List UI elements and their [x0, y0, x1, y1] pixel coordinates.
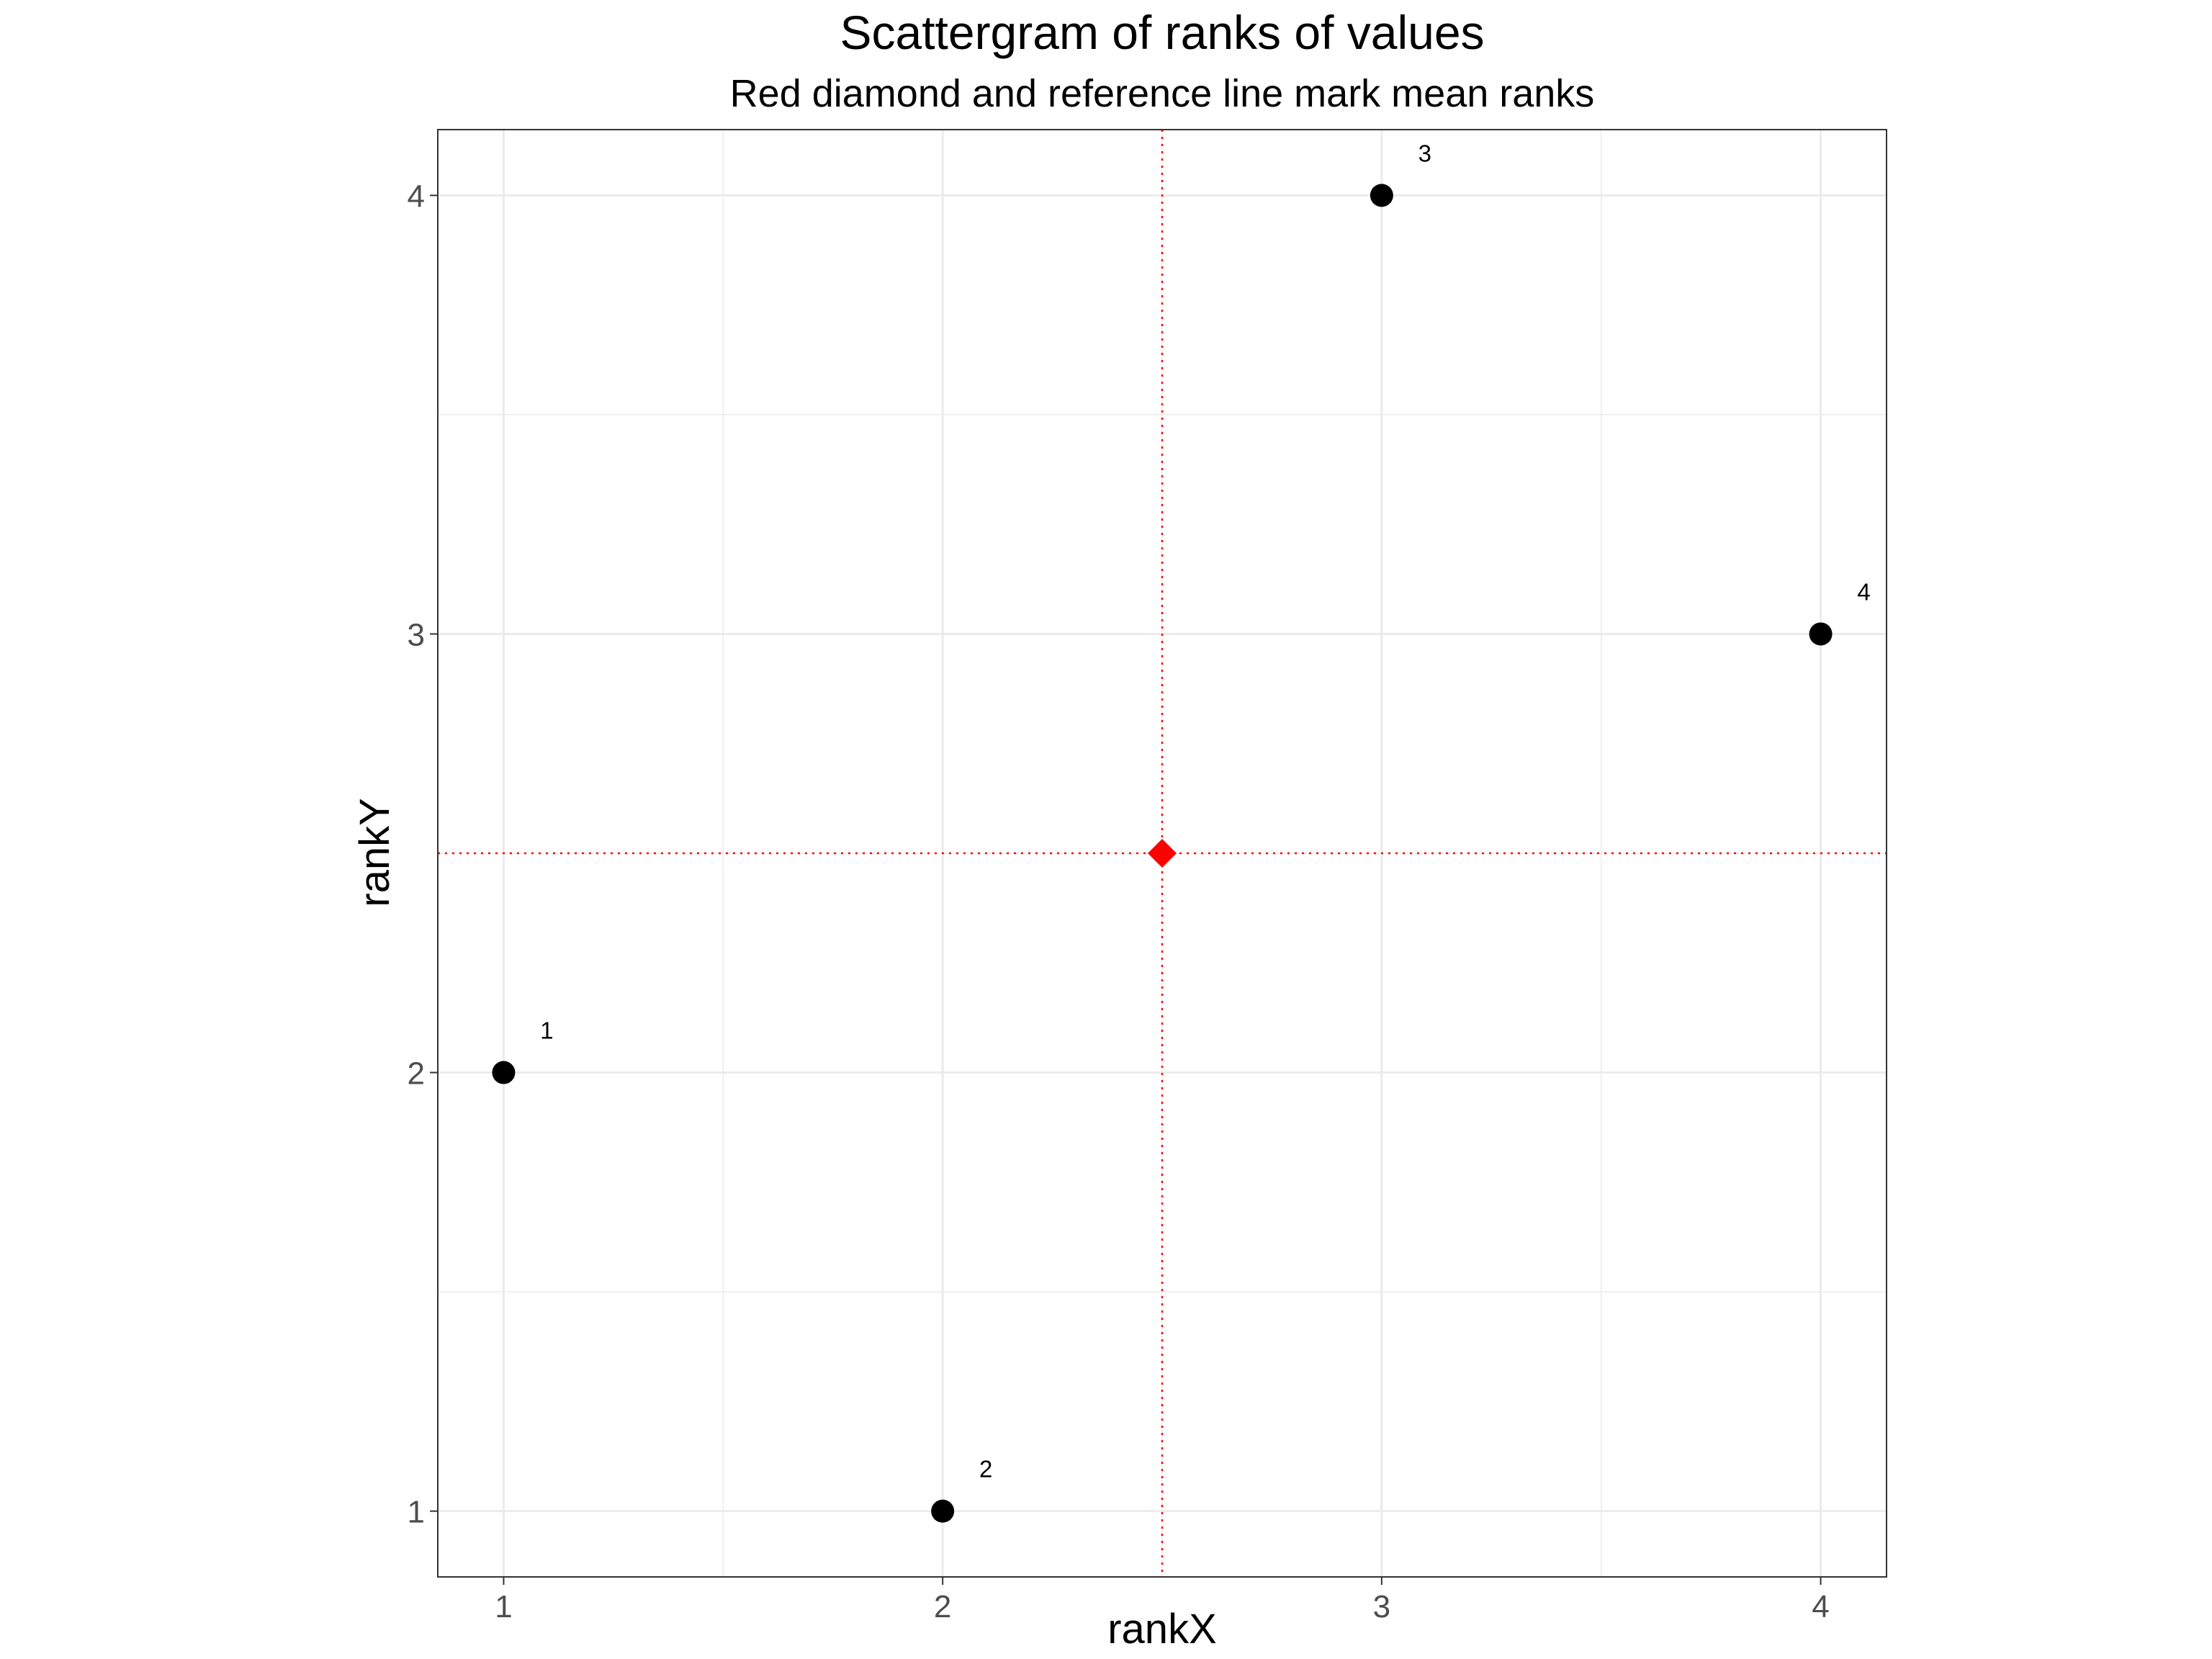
x-tick-label: 3 — [1373, 1589, 1390, 1624]
chart-title: Scattergram of ranks of values — [840, 6, 1484, 59]
chart-subtitle: Red diamond and reference line mark mean… — [730, 72, 1595, 115]
data-point — [931, 1499, 955, 1523]
x-tick-label: 4 — [1812, 1589, 1829, 1624]
point-label: 2 — [979, 1456, 992, 1483]
x-axis-ticks: 1 2 3 4 — [495, 1577, 1830, 1624]
y-tick-label: 4 — [408, 179, 425, 214]
point-label: 1 — [540, 1017, 553, 1044]
point-label: 4 — [1857, 578, 1870, 605]
y-axis-ticks: 1 2 3 4 — [408, 179, 438, 1530]
x-tick-label: 2 — [934, 1589, 951, 1624]
mean-diamond-marker — [1148, 839, 1177, 868]
x-tick-label: 1 — [495, 1589, 512, 1624]
x-axis-title: rankX — [1107, 1606, 1217, 1653]
data-points — [492, 184, 1833, 1523]
y-axis-title: rankY — [351, 798, 398, 907]
data-point — [1370, 184, 1393, 207]
data-point — [492, 1061, 516, 1084]
y-tick-label: 1 — [408, 1495, 425, 1530]
data-point — [1809, 622, 1833, 646]
point-label: 3 — [1419, 140, 1431, 166]
y-tick-label: 2 — [408, 1056, 425, 1092]
panel-border — [437, 129, 1887, 1578]
mean-marker-group — [1148, 839, 1177, 868]
y-tick-label: 3 — [408, 617, 425, 652]
point-labels: 1 2 3 4 — [540, 140, 1870, 1482]
